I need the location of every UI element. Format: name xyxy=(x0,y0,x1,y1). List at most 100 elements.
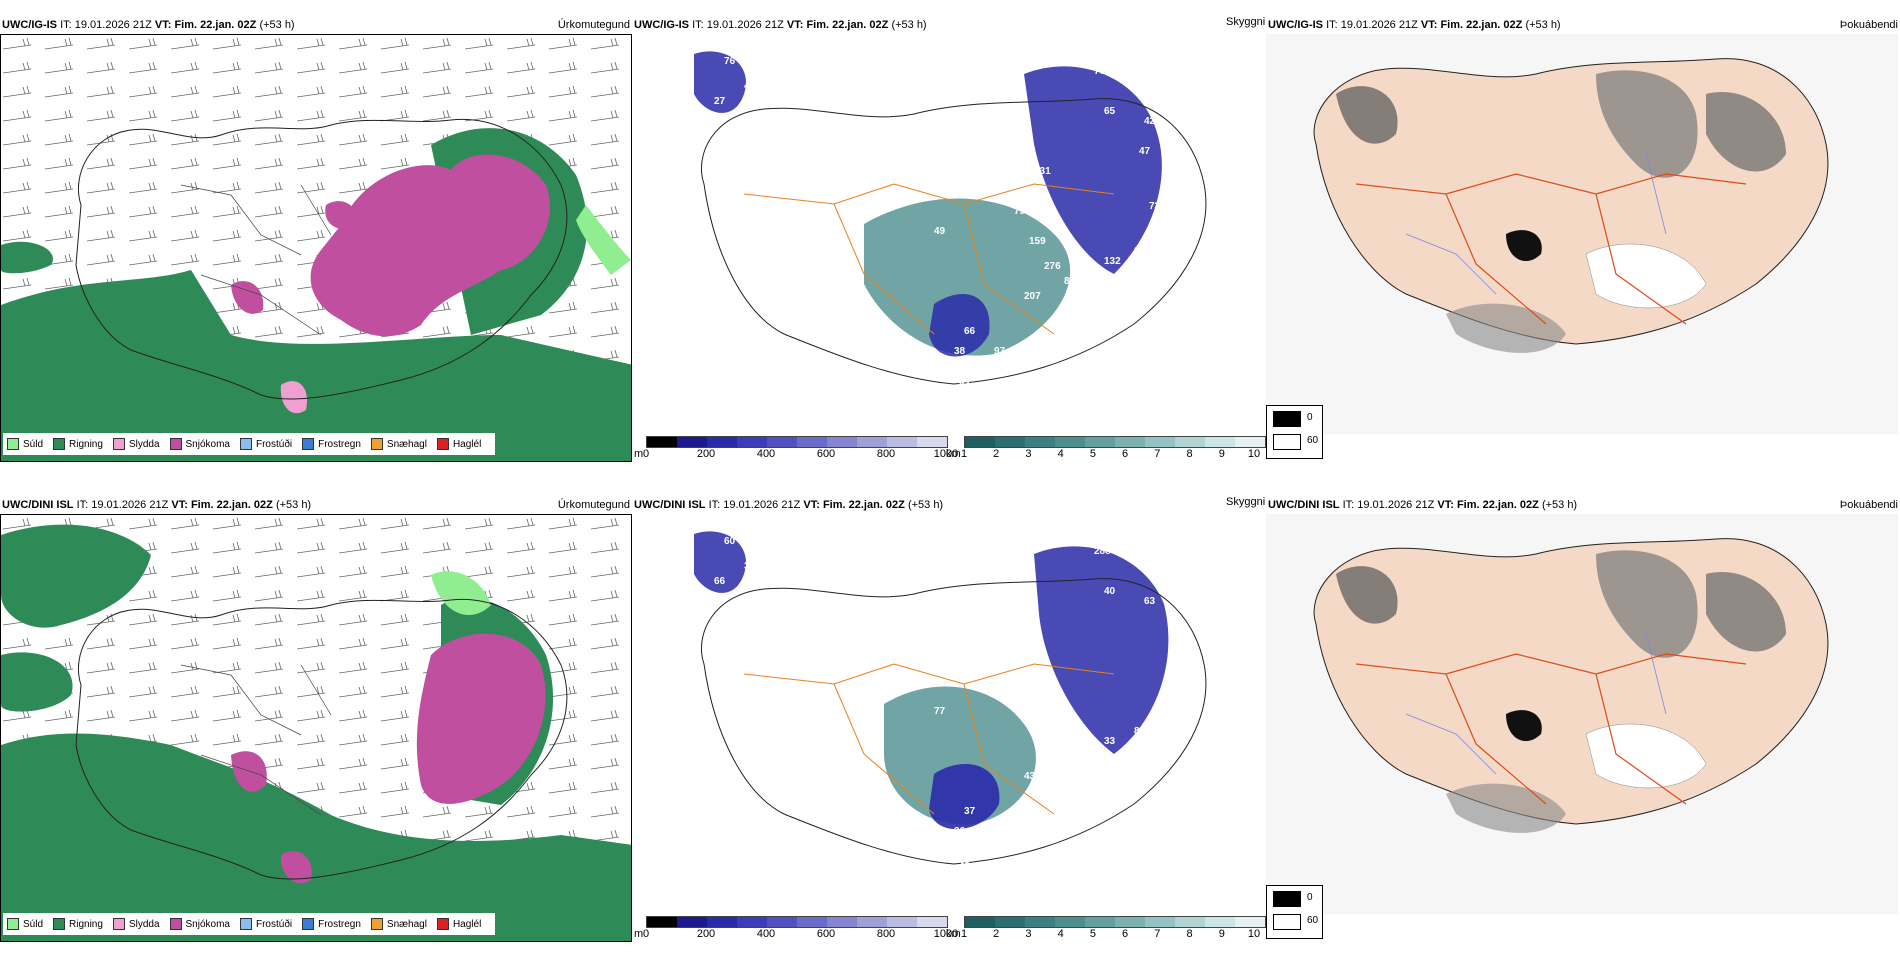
ceiling-label: 48 xyxy=(929,391,941,402)
ceiling-label: 37 xyxy=(964,806,976,817)
fog-panel: UWC/DINI ISL IT: 19.01.2026 21Z VT: Fim.… xyxy=(1266,480,1900,945)
vt-label: VT: xyxy=(154,19,172,31)
fog-area-east xyxy=(1706,92,1786,172)
colorbar-tick: 800 xyxy=(876,928,896,940)
ceiling-label: 131 xyxy=(1034,166,1051,177)
ceiling-label: 61 xyxy=(994,596,1006,607)
colorbar-tick: 6 xyxy=(1122,448,1129,460)
colorbar-swatch xyxy=(965,917,995,927)
colorbar-swatch xyxy=(1175,917,1205,927)
legend-item: Snæhagl xyxy=(370,918,427,930)
rain-area-west xyxy=(1,241,53,274)
ceiling-label: 76 xyxy=(1094,66,1106,77)
colorbar-tick: 200 xyxy=(696,928,716,940)
colorbar-swatch xyxy=(1175,437,1205,447)
lead-time: (+53 h) xyxy=(1541,499,1578,511)
model-name: UWC/IG-IS xyxy=(2,19,57,31)
shade-key: 0 60 xyxy=(1266,885,1323,939)
panel-header: UWC/IG-IS IT: 19.01.2026 21Z VT: Fim. 22… xyxy=(634,18,1264,32)
low-ceiling-area-northwest xyxy=(694,51,746,113)
ceiling-label: 288 xyxy=(1094,546,1111,557)
legend-swatch xyxy=(169,918,182,930)
vt-value: Fim. 22.jan. 02Z xyxy=(822,499,905,511)
shade-light-label: 60 xyxy=(1307,435,1319,446)
snow-area-south xyxy=(280,851,312,884)
rain-area-west xyxy=(1,652,73,712)
fog-area-northwest xyxy=(1336,566,1398,624)
vt-label: VT: xyxy=(171,499,188,511)
ceiling-label: 40 xyxy=(1104,586,1116,597)
ceiling-label: 52 xyxy=(1074,806,1086,817)
legend-swatch xyxy=(436,438,449,450)
precip-map-svg xyxy=(1,35,631,461)
ceiling-label: 73 xyxy=(1149,201,1161,212)
legend-label: Rigning xyxy=(69,438,103,450)
rivers xyxy=(1405,633,1667,775)
shade-light-label: 60 xyxy=(1307,915,1319,926)
height-colorbar: m 0 200 400 600 800 1000 xyxy=(634,916,958,946)
colorbar-swatch xyxy=(707,917,737,927)
ceiling-label: 79 xyxy=(1014,206,1026,217)
legend-item: Snjókoma xyxy=(169,918,230,930)
snow-area-west xyxy=(231,281,264,314)
colorbar-tick: 4 xyxy=(1057,928,1064,940)
iceland-outline xyxy=(75,118,568,400)
clear-area-glacier xyxy=(1585,723,1707,789)
panel-title: Skyggni xyxy=(1226,16,1266,28)
ceiling-label: 81 xyxy=(1064,276,1076,287)
visibility-panel: UWC/IG-IS IT: 19.01.2026 21Z VT: Fim. 22… xyxy=(634,0,1266,465)
ceiling-label: 80 xyxy=(994,116,1006,127)
ceiling-label: 49 xyxy=(1014,686,1026,697)
legend-label: Frostregn xyxy=(318,918,361,930)
ceiling-label: 45 xyxy=(929,871,941,882)
roads xyxy=(180,664,332,816)
colorbar-swatches xyxy=(964,436,1266,448)
colorbar-tick: 1 xyxy=(960,448,968,460)
model-name: UWC/DINI ISL xyxy=(634,499,706,511)
colorbar-tick: 5 xyxy=(1089,928,1096,940)
legend-swatch xyxy=(169,438,182,450)
fog-area-dense xyxy=(1506,710,1542,742)
it-value: 19.01.2026 21Z xyxy=(1357,499,1435,511)
precip-type-panel: UWC/IG-IS IT: 19.01.2026 21Z VT: Fim. 22… xyxy=(0,0,632,465)
panel-header: UWC/DINI ISL IT: 19.01.2026 21Z VT: Fim.… xyxy=(634,498,1264,512)
iceland-land xyxy=(1313,538,1829,825)
panel-header: UWC/DINI ISL IT: 19.01.2026 21Z VT: Fim.… xyxy=(2,498,630,512)
colorbar-tick: 1000 xyxy=(933,448,959,460)
colorbar-swatches xyxy=(646,436,948,448)
ceiling-label: 37 xyxy=(1059,361,1071,372)
fog-map xyxy=(1266,514,1898,914)
shade-dark-swatch xyxy=(1273,411,1301,427)
visibility-panel: UWC/DINI ISL IT: 19.01.2026 21Z VT: Fim.… xyxy=(634,480,1266,945)
model-name: UWC/IG-IS xyxy=(1268,19,1323,31)
ceiling-label: 276 xyxy=(1044,261,1061,272)
colorbar-tick: 9 xyxy=(1218,448,1225,460)
legend-item: Snæhagl xyxy=(370,438,427,450)
ceiling-label: 42 xyxy=(1144,116,1156,127)
colorbar-swatch xyxy=(797,437,827,447)
legend-swatch xyxy=(7,918,19,930)
it-value: 19.01.2026 21Z xyxy=(723,499,801,511)
lead-time: (+53 h) xyxy=(259,19,295,31)
ceiling-label: 33 xyxy=(1104,736,1116,747)
panel-title: Þokuábendi xyxy=(1839,19,1898,31)
drizzle-area xyxy=(431,571,491,615)
it-label: IT: xyxy=(60,19,72,31)
colorbar-tick: 1000 xyxy=(933,928,959,940)
drizzle-area xyxy=(576,205,631,275)
ceiling-label: 38 xyxy=(954,346,966,357)
colorbar-swatch xyxy=(1055,437,1085,447)
it-label: IT: xyxy=(76,499,89,511)
ceiling-label: 60 xyxy=(724,536,736,547)
colorbar-tick: 3 xyxy=(1025,448,1032,460)
ceiling-label: 24 xyxy=(959,381,971,392)
precip-map-svg xyxy=(1,515,631,941)
colorbar-swatch xyxy=(1115,917,1145,927)
snow-area-west xyxy=(231,751,267,792)
colorbar-swatch xyxy=(737,437,767,447)
ceiling-label: 80 xyxy=(1134,726,1146,737)
panel-title: Þokuábendi xyxy=(1839,499,1898,511)
legend-swatch xyxy=(239,438,252,450)
ceiling-labels: 60 35 66 58 61 40 63 288 77 62 49 82 42 43 46 33 80 36 52 3… xyxy=(714,536,1156,882)
vt-label: VT: xyxy=(803,499,820,511)
